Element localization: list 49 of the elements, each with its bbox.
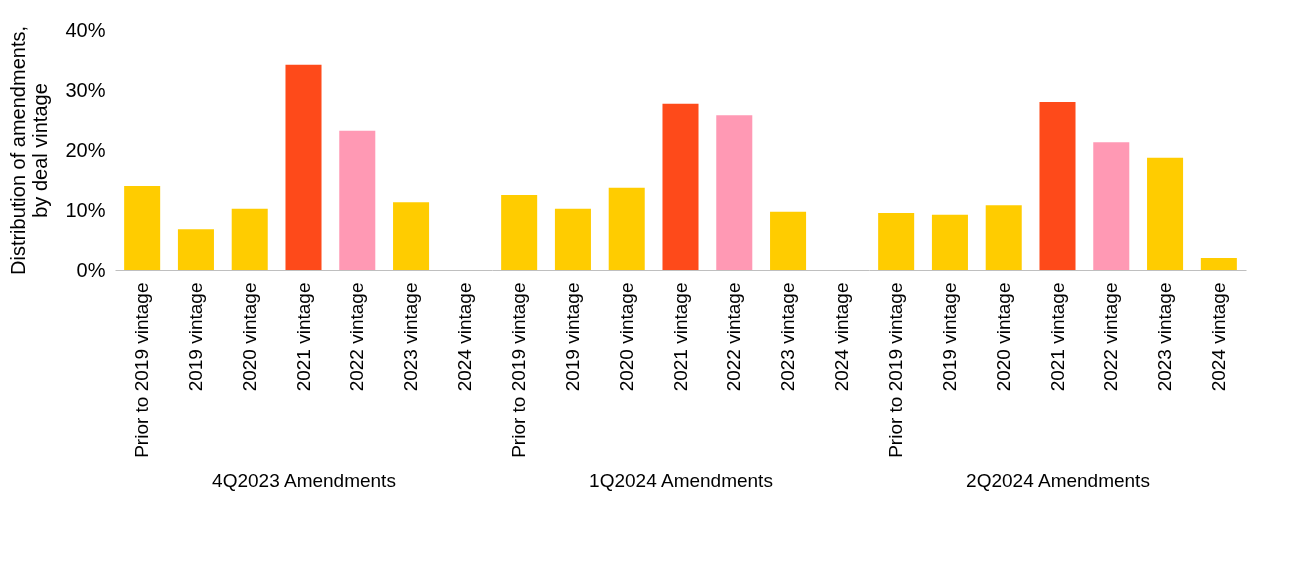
bar [770,211,807,270]
x-tick-label: 2024 vintage [453,282,475,392]
x-tick-label: 2022 vintage [723,282,745,392]
x-tick-label: 2020 vintage [238,282,260,392]
x-tick-label: Prior to 2019 vintage [131,282,153,458]
x-tick-label: 2024 vintage [1207,282,1229,392]
bar [177,229,214,270]
bar [124,186,161,270]
bar [1093,142,1130,270]
x-tick-label: 2019 vintage [938,282,960,392]
y-tick-label: 40% [65,18,106,41]
bar [985,205,1022,270]
x-tick-label: 2019 vintage [561,282,583,392]
bar [231,208,268,270]
x-tick-label: 2023 vintage [777,282,799,392]
bar [501,195,538,270]
x-tick-label: 2020 vintage [992,282,1014,392]
bar [339,130,376,270]
y-tick-label: 0% [76,258,106,281]
bar [554,208,591,270]
bar [1147,157,1184,270]
x-axis-title: 1Q2024 Amendments [589,469,773,491]
x-tick-label: 2021 vintage [1046,282,1068,392]
x-tick-label: 2020 vintage [615,282,637,392]
x-tick-label: 2021 vintage [292,282,314,392]
x-tick-label: Prior to 2019 vintage [508,282,530,458]
bar [608,187,645,270]
y-axis-title: Distribution of amendments, by deal vintage [7,25,52,276]
bar [285,64,322,270]
bar [393,202,430,270]
bar [878,213,915,270]
bar [716,115,753,270]
x-tick-label: 2022 vintage [1100,282,1122,392]
x-tick-label: 2023 vintage [1154,282,1176,392]
y-tick-label: 10% [65,198,106,221]
x-tick-label: 2021 vintage [669,282,691,392]
x-axis-title: 4Q2023 Amendments [212,469,396,491]
x-tick-label: 2019 vintage [184,282,206,392]
x-tick-label: 2024 vintage [830,282,852,392]
bar [1200,258,1237,270]
y-tick-label: 20% [65,138,106,161]
x-tick-label: 2022 vintage [346,282,368,392]
bar [662,103,699,270]
x-tick-label: 2023 vintage [400,282,422,392]
x-axis-title: 2Q2024 Amendments [966,469,1150,491]
bar [931,214,968,270]
y-tick-label: 30% [65,78,106,101]
bar [1039,102,1076,270]
x-tick-label: Prior to 2019 vintage [885,282,907,458]
